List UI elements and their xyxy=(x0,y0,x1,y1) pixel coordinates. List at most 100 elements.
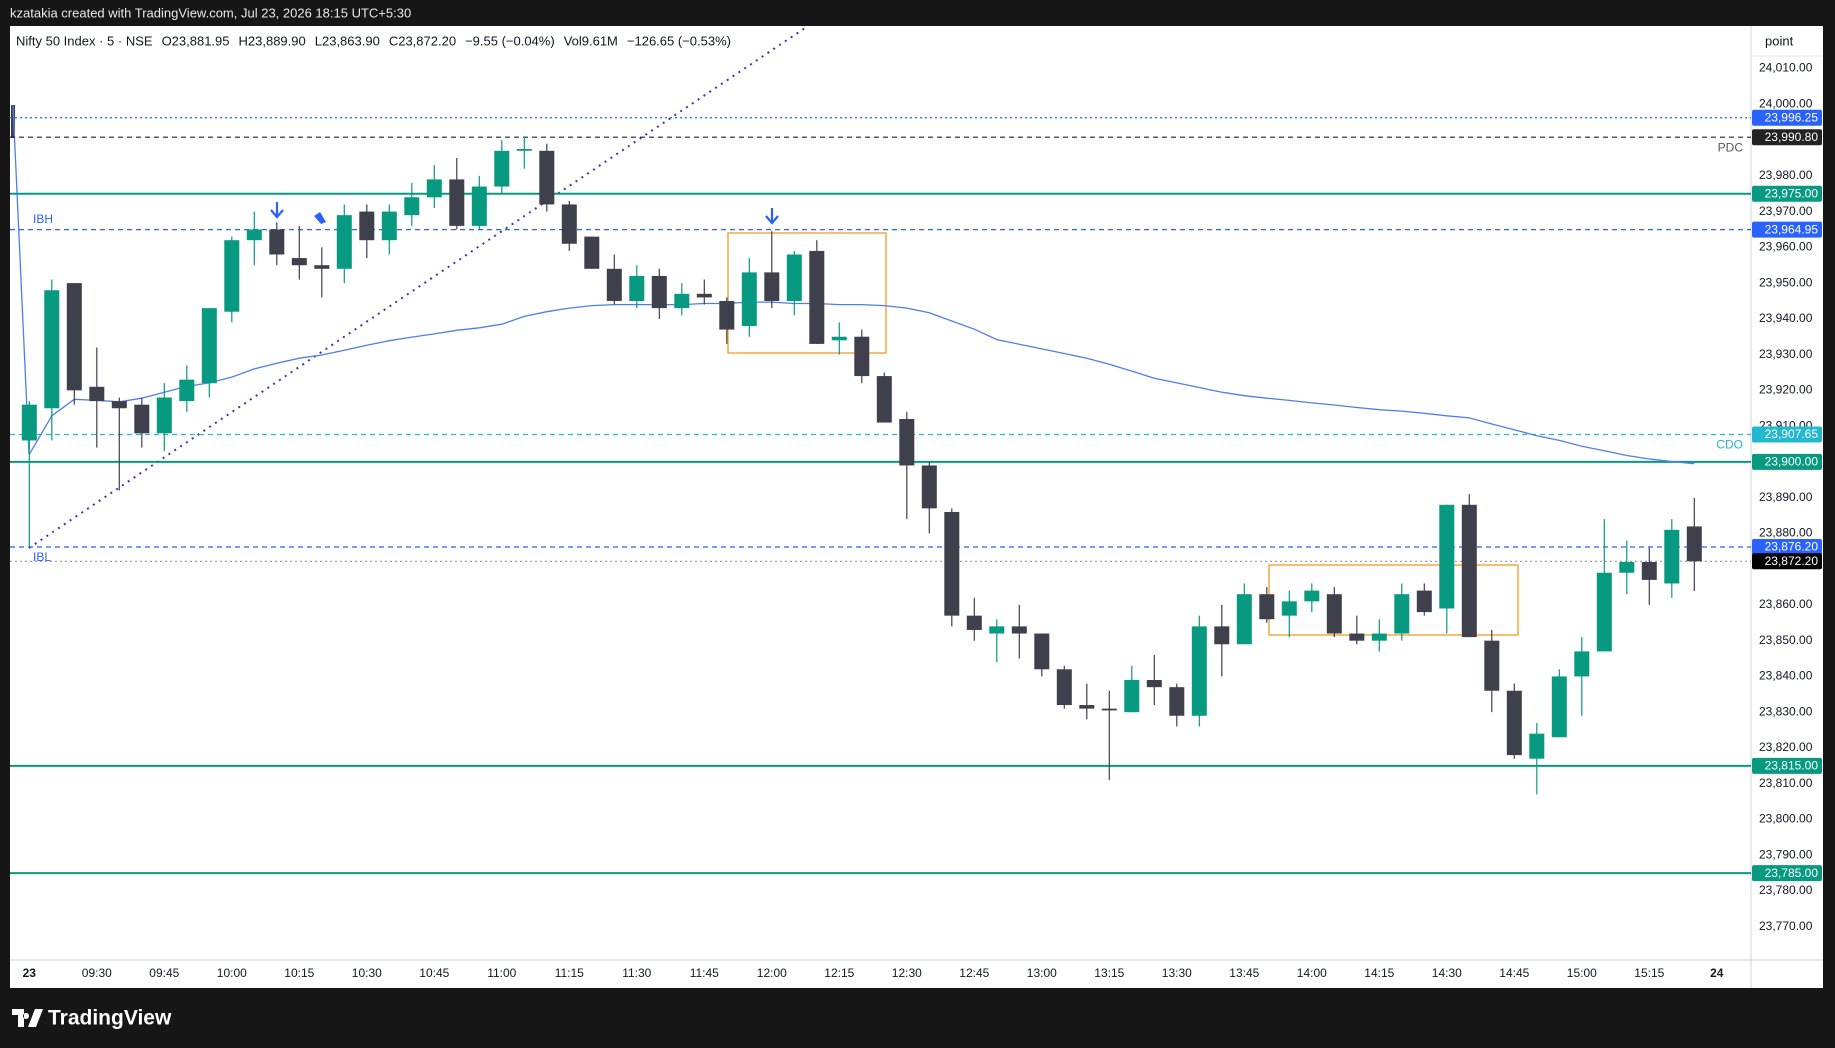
plot xyxy=(10,25,1751,875)
x-tick-label: 13:00 xyxy=(1027,966,1057,980)
level-name: PDC xyxy=(1718,140,1744,154)
candle-body xyxy=(899,418,915,466)
candle-body xyxy=(516,149,532,151)
candle-body xyxy=(471,186,487,226)
candle-body xyxy=(921,465,937,509)
candle-body xyxy=(741,272,757,327)
price-label: 23,964.95 xyxy=(1765,222,1819,236)
price-label: 23,815.00 xyxy=(1765,759,1819,773)
x-tick-label: 09:30 xyxy=(82,966,112,980)
candle-body xyxy=(629,275,645,301)
y-tick-label: 23,840.00 xyxy=(1759,669,1813,683)
candle-body xyxy=(156,397,172,434)
price-label-box xyxy=(1752,538,1822,555)
header-item: O23,881.95 xyxy=(162,33,230,48)
x-tick-label: 14:15 xyxy=(1364,966,1394,980)
header-item: Vol9.61M xyxy=(564,33,618,48)
candle-body xyxy=(809,250,825,344)
x-tick-label: 13:30 xyxy=(1162,966,1192,980)
y-tick-label: 23,860.00 xyxy=(1759,597,1813,611)
y-tick-label: 23,960.00 xyxy=(1759,240,1813,254)
candle-body xyxy=(449,179,465,226)
x-tick-label: 10:00 xyxy=(217,966,247,980)
x-tick-label: 10:30 xyxy=(352,966,382,980)
x-tick-label: 10:45 xyxy=(419,966,449,980)
candle-body xyxy=(336,215,352,269)
x-tick-label: 12:30 xyxy=(892,966,922,980)
price-label: 23,785.00 xyxy=(1765,866,1819,880)
chart-area xyxy=(10,26,1823,988)
down-arrow xyxy=(765,208,779,225)
brand: TradingView xyxy=(48,1007,172,1030)
candle-body xyxy=(359,211,375,241)
x-tick-label: 11:45 xyxy=(690,966,719,980)
top-bar-text: kzatakia created with TradingView.com, J… xyxy=(10,5,411,20)
candle-body xyxy=(1371,633,1387,641)
candle-body xyxy=(1191,626,1207,716)
level-name: CDO xyxy=(1716,438,1743,452)
header-item: Nifty 50 Index · 5 · NSE xyxy=(16,33,153,48)
candle-body xyxy=(291,258,307,266)
candle-body xyxy=(831,336,847,341)
x-tick-label: 14:30 xyxy=(1432,966,1462,980)
candle-body xyxy=(246,229,262,241)
candle-body xyxy=(561,204,577,244)
x-tick-label: 15:15 xyxy=(1634,966,1664,980)
candle-body xyxy=(1484,640,1500,691)
y-tick-label: 23,810.00 xyxy=(1759,776,1813,790)
candle-body xyxy=(854,336,870,377)
x-tick-label: 15:00 xyxy=(1567,966,1597,980)
y-axis-title: point xyxy=(1765,33,1794,48)
x-tick-label: 13:45 xyxy=(1229,966,1259,980)
candle-body xyxy=(1259,594,1275,620)
y-tick-label: 23,830.00 xyxy=(1759,704,1813,718)
price-label-box xyxy=(1752,109,1822,126)
candle-body xyxy=(966,615,982,630)
price-label-box xyxy=(1752,129,1822,146)
footer: TradingView xyxy=(12,1007,172,1030)
x-tick-label: 11:15 xyxy=(555,966,584,980)
y-tick-label: 23,820.00 xyxy=(1759,740,1813,754)
y-tick-label: 23,850.00 xyxy=(1759,633,1813,647)
candle-body xyxy=(1506,690,1522,756)
candle-body xyxy=(426,179,442,198)
x-tick-label: 12:45 xyxy=(959,966,989,980)
candle-body xyxy=(494,150,510,187)
logo-mark xyxy=(12,1009,43,1027)
price-label-box xyxy=(1752,553,1822,570)
candle-body xyxy=(179,379,195,402)
header-item: −9.55 (−0.04%) xyxy=(465,33,555,48)
x-tick-label: 11:00 xyxy=(487,966,516,980)
candle-body xyxy=(89,386,105,402)
candle-body xyxy=(1619,562,1635,573)
candle-body xyxy=(1416,590,1432,613)
candle-body xyxy=(606,268,622,301)
candle-body xyxy=(651,275,667,309)
x-tick-label: 14:45 xyxy=(1499,966,1529,980)
candle-body xyxy=(1394,594,1410,634)
candle-body xyxy=(66,283,82,391)
candle-body xyxy=(404,197,420,216)
candle-body xyxy=(1011,626,1027,634)
y-tick-label: 23,970.00 xyxy=(1759,204,1813,218)
y-tick-label: 23,890.00 xyxy=(1759,490,1813,504)
x-tick-label: 10:15 xyxy=(284,966,314,980)
candle-body xyxy=(201,308,217,384)
y-tick-label: 24,000.00 xyxy=(1759,96,1813,110)
candle-body xyxy=(111,401,127,409)
header-item: L23,863.90 xyxy=(315,33,380,48)
candle-body xyxy=(224,240,240,312)
y-tick-label: 24,010.00 xyxy=(1759,61,1813,75)
y-tick-label: 23,920.00 xyxy=(1759,383,1813,397)
moving-average xyxy=(28,301,1695,465)
candle-body xyxy=(876,376,892,423)
candle-body xyxy=(989,626,1005,634)
x-tick-label: 09:45 xyxy=(149,966,179,980)
range-box xyxy=(727,232,887,354)
price-label: 23,990.80 xyxy=(1765,130,1819,144)
candle-body xyxy=(44,290,60,409)
candle-body xyxy=(696,293,712,298)
header-item: −126.65 (−0.53%) xyxy=(627,33,731,48)
candle-body xyxy=(1146,680,1162,688)
